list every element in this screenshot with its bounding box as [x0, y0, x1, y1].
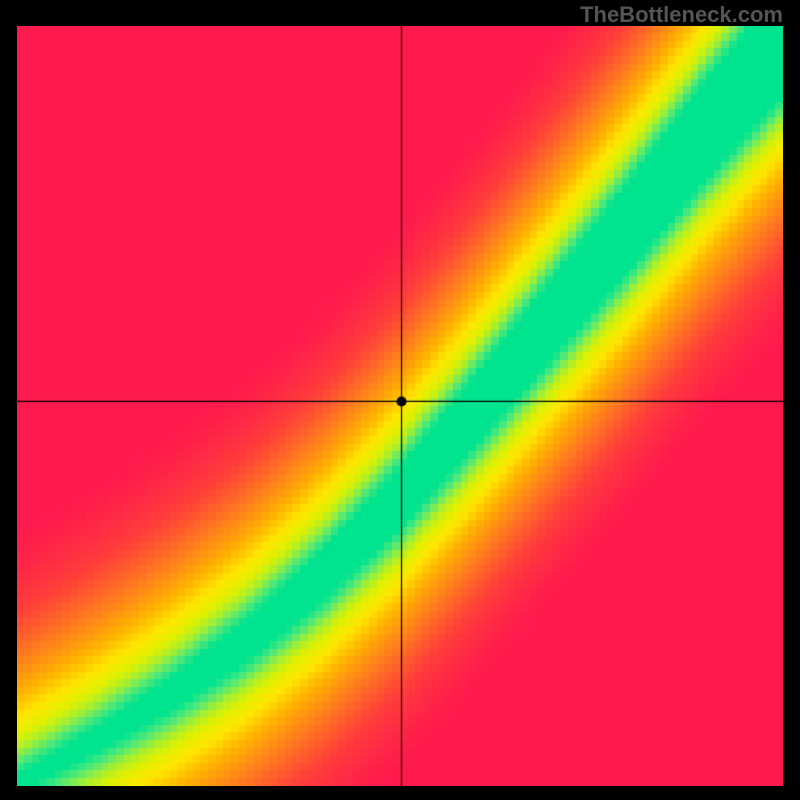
chart-container: TheBottleneck.com — [0, 0, 800, 800]
watermark-text: TheBottleneck.com — [580, 2, 783, 28]
bottleneck-heatmap — [17, 26, 783, 786]
